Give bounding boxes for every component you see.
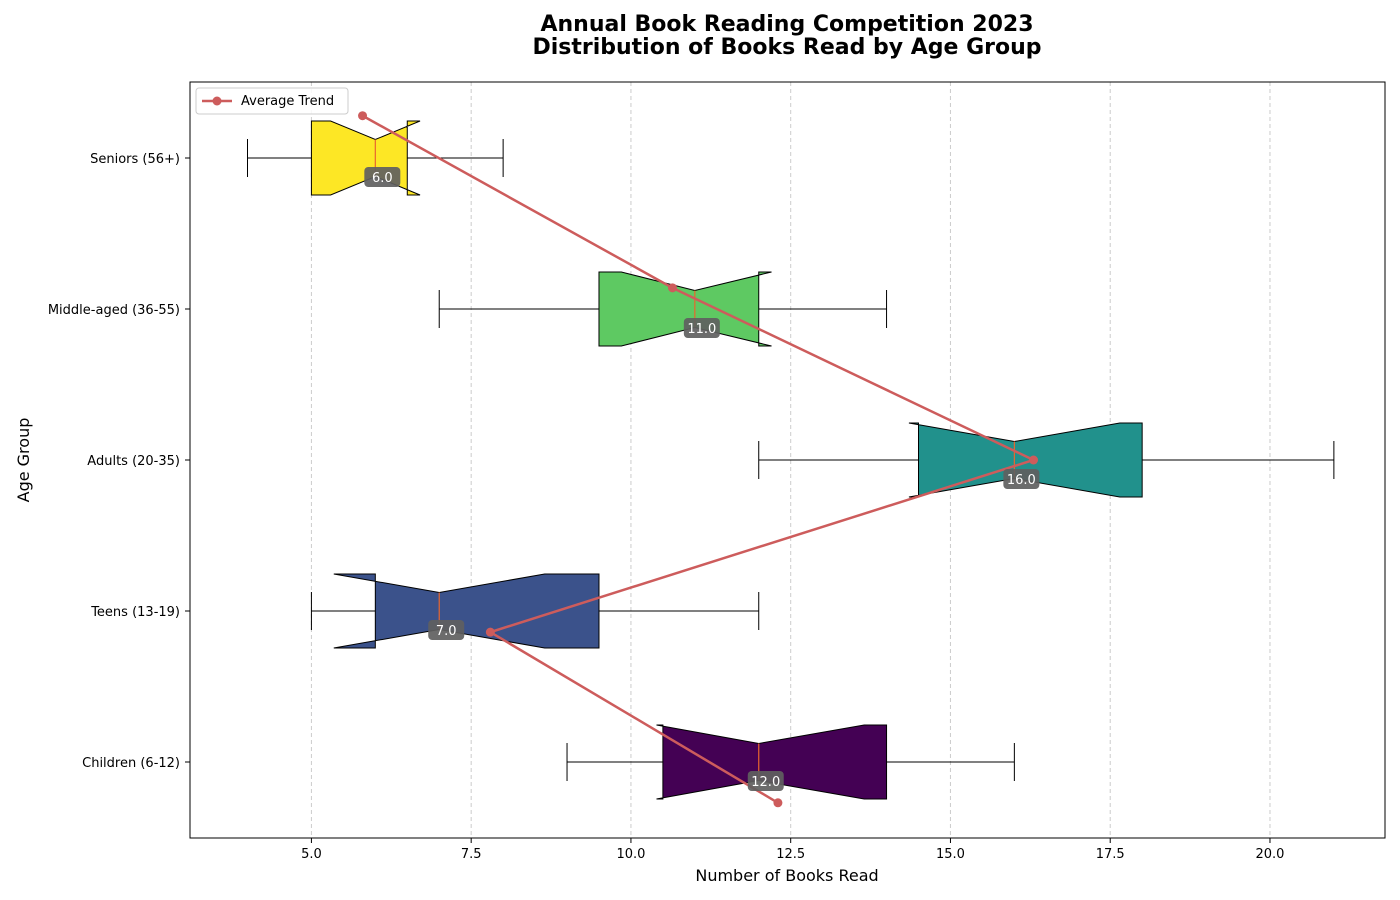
y-tick-label: Seniors (56+) <box>90 152 180 167</box>
trend-point <box>773 798 783 808</box>
boxes <box>247 120 1335 800</box>
legend-point-marker <box>212 96 222 106</box>
legend-label: Average Trend <box>241 94 334 109</box>
legend: Average Trend <box>195 87 349 115</box>
x-tick-label: 5.0 <box>301 847 322 862</box>
y-tick-label: Teens (13-19) <box>90 605 180 620</box>
y-axis-label: Age Group <box>14 418 33 503</box>
trend-point <box>667 283 677 293</box>
trend-point <box>1029 455 1039 465</box>
x-tick-label: 12.5 <box>776 847 805 862</box>
y-tick-label: Adults (20-35) <box>87 454 180 469</box>
trend-point <box>358 111 368 121</box>
chart-subtitle: Distribution of Books Read by Age Group <box>532 35 1041 60</box>
median-label-badge <box>364 167 401 187</box>
x-axis-ticks: 5.0 7.5 10.0 12.5 15.0 17.5 20.0 <box>301 838 1284 862</box>
median-label: 12.0 <box>751 775 780 790</box>
x-tick-label: 20.0 <box>1255 847 1284 862</box>
legend-box <box>195 87 349 115</box>
x-axis-label: Number of Books Read <box>695 866 878 885</box>
y-tick-label: Middle-aged (36-55) <box>48 303 180 318</box>
median-label-badge <box>428 620 465 640</box>
box-children <box>656 724 888 800</box>
median-label: 6.0 <box>372 171 393 186</box>
median-label: 7.0 <box>436 624 457 639</box>
x-tick-label: 15.0 <box>936 847 965 862</box>
y-axis-ticks: Children (6-12) Teens (13-19) Adults (20-3… <box>48 152 190 771</box>
median-labels: 12.0 7.0 16.0 11.0 6.0 <box>364 167 1040 791</box>
box-teens <box>333 573 600 649</box>
average-trend-line <box>358 111 1039 808</box>
x-tick-label: 17.5 <box>1096 847 1125 862</box>
median-label-badge <box>1003 469 1040 489</box>
median-label: 11.0 <box>687 322 716 337</box>
median-label-badge <box>747 771 784 791</box>
trend-point <box>485 627 495 637</box>
x-tick-label: 7.5 <box>461 847 482 862</box>
median-label: 16.0 <box>1007 473 1036 488</box>
x-tick-label: 10.0 <box>616 847 645 862</box>
median-label-badge <box>683 318 720 338</box>
y-tick-label: Children (6-12) <box>82 756 180 771</box>
chart-title: Annual Book Reading Competition 2023 <box>540 12 1033 37</box>
